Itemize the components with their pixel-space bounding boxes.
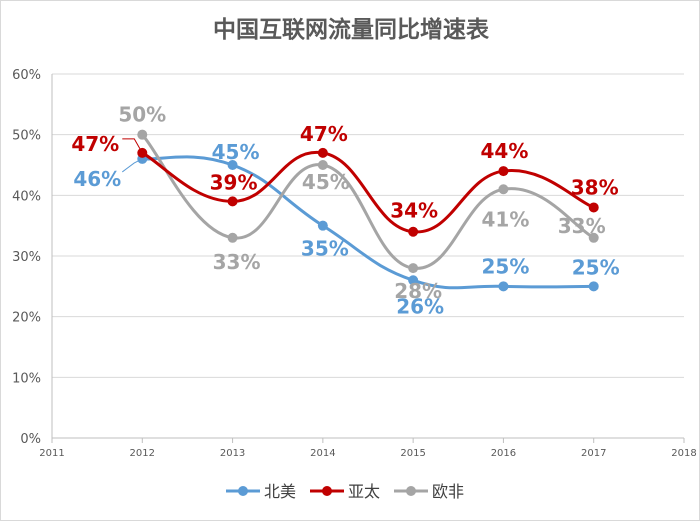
data-point bbox=[317, 160, 328, 170]
legend-swatch-marker bbox=[238, 486, 248, 496]
y-tick-label: 20% bbox=[12, 311, 41, 326]
data-point bbox=[588, 281, 599, 292]
data-label: 44% bbox=[480, 139, 528, 163]
leader-line bbox=[121, 158, 143, 173]
y-axis-ticks: 0% 10% 20% 30% 40% 50% 60% bbox=[12, 68, 41, 447]
legend-swatch-marker bbox=[406, 486, 416, 496]
series-line-2 bbox=[140, 150, 596, 234]
data-point bbox=[498, 281, 509, 292]
x-tick-label: 2011 bbox=[39, 448, 64, 459]
data-label: 47% bbox=[300, 122, 348, 146]
x-tick-label: 2012 bbox=[130, 448, 155, 459]
legend-entry: 北美 bbox=[264, 482, 296, 501]
data-label: 47% bbox=[71, 132, 119, 156]
legend-swatch-marker bbox=[322, 486, 332, 496]
axes bbox=[51, 74, 684, 439]
data-label: 38% bbox=[571, 175, 619, 199]
data-point bbox=[227, 160, 238, 170]
data-label: 28% bbox=[394, 279, 442, 303]
data-label: 45% bbox=[302, 170, 350, 194]
data-point bbox=[137, 129, 148, 140]
data-label: 33% bbox=[558, 214, 606, 238]
data-point bbox=[588, 232, 599, 243]
x-tick-label: 2015 bbox=[400, 448, 425, 459]
data-label: 46% bbox=[73, 167, 121, 191]
y-tick-label: 40% bbox=[12, 189, 41, 204]
data-point bbox=[588, 202, 599, 213]
data-point bbox=[317, 147, 328, 158]
data-label: 25% bbox=[481, 254, 529, 278]
data-point bbox=[227, 196, 238, 207]
data-label: 39% bbox=[210, 170, 258, 194]
x-tick-label: 2018 bbox=[671, 448, 696, 459]
data-label: 41% bbox=[481, 207, 529, 231]
data-labels: 46% 45% 35% 26% 25% 25% 47% 39% 47% 34% 44% 38% 50% 3… bbox=[71, 103, 619, 319]
y-tick-label: 10% bbox=[12, 371, 41, 386]
data-label: 50% bbox=[118, 103, 166, 127]
data-label: 26% bbox=[396, 294, 444, 318]
x-tick-label: 2013 bbox=[220, 448, 245, 459]
data-point bbox=[408, 263, 419, 274]
data-label: 34% bbox=[390, 199, 438, 223]
legend: 北美 亚太 欧非 bbox=[226, 482, 464, 501]
data-point bbox=[498, 166, 509, 177]
series-line-1 bbox=[140, 155, 596, 290]
data-label: 25% bbox=[572, 255, 620, 279]
x-axis-ticks: 2011 2012 2013 2014 2015 2016 2017 2018 bbox=[39, 438, 697, 459]
y-tick-label: 30% bbox=[12, 250, 41, 265]
legend-entry: 亚太 bbox=[348, 482, 380, 501]
legend-entry: 欧非 bbox=[432, 482, 464, 501]
series-lines bbox=[137, 129, 599, 292]
data-point bbox=[408, 275, 419, 286]
data-point bbox=[317, 220, 328, 231]
data-label: 33% bbox=[213, 250, 261, 274]
y-tick-label: 60% bbox=[12, 68, 41, 83]
data-point bbox=[227, 232, 238, 243]
y-tick-label: 50% bbox=[12, 129, 41, 144]
data-point bbox=[408, 226, 419, 237]
x-tick-label: 2016 bbox=[491, 448, 516, 459]
y-tick-label: 0% bbox=[20, 432, 41, 447]
leader-line bbox=[122, 138, 143, 154]
x-tick-label: 2014 bbox=[310, 448, 335, 459]
data-label: 45% bbox=[212, 140, 260, 164]
x-tick-label: 2017 bbox=[581, 448, 606, 459]
data-point bbox=[498, 184, 509, 195]
data-label: 35% bbox=[301, 237, 349, 261]
chart-title: 中国互联网流量同比增速表 bbox=[213, 16, 490, 43]
